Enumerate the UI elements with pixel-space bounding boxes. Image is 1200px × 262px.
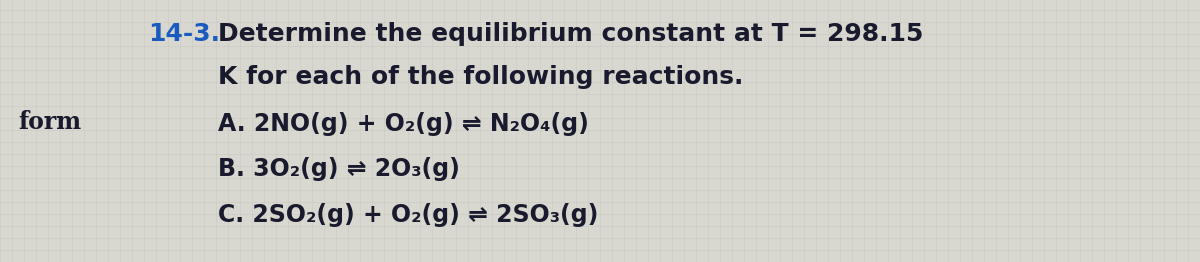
Text: 14-3.: 14-3. (148, 22, 220, 46)
Text: Determine the equilibrium constant at T = 298.15: Determine the equilibrium constant at T … (218, 22, 923, 46)
Text: C. 2SO₂(g) + O₂(g) ⇌ 2SO₃(g): C. 2SO₂(g) + O₂(g) ⇌ 2SO₃(g) (218, 203, 599, 227)
Text: B. 3O₂(g) ⇌ 2O₃(g): B. 3O₂(g) ⇌ 2O₃(g) (218, 157, 460, 181)
Text: K for each of the following reactions.: K for each of the following reactions. (218, 65, 743, 89)
Text: A. 2NO(g) + O₂(g) ⇌ N₂O₄(g): A. 2NO(g) + O₂(g) ⇌ N₂O₄(g) (218, 112, 589, 136)
Text: form: form (18, 110, 82, 134)
